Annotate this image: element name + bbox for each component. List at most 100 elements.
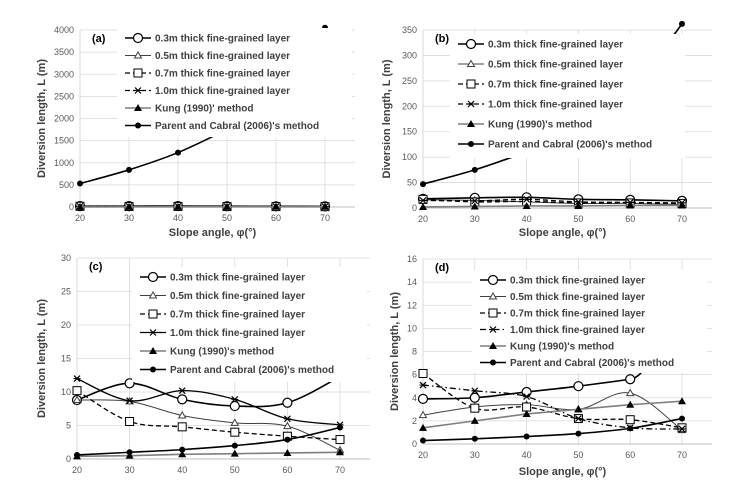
legend-label: 0.3m thick fine-grained layer (510, 276, 645, 287)
y-tick-label: 20 (61, 320, 71, 330)
data-point (179, 447, 185, 453)
data-point (523, 403, 531, 411)
x-axis-label: Slope angle, φ(°) (519, 227, 607, 239)
x-tick-label: 70 (335, 465, 345, 475)
x-tick-label: 70 (677, 450, 687, 460)
y-tick-label: 500 (59, 180, 74, 190)
legend-label: Kung (1990)' method (155, 104, 254, 115)
data-point (626, 416, 634, 424)
series-3 (73, 387, 344, 444)
x-tick-label: 70 (677, 214, 687, 224)
legend-label: 0.3m thick fine-grained layer (488, 40, 623, 51)
y-tick-label: 0 (412, 439, 417, 449)
y-tick-label: 200 (402, 101, 417, 111)
data-point (284, 437, 290, 443)
legend-label: Parent and Cabral (2006)'s method (488, 140, 652, 151)
x-tick-label: 40 (522, 450, 532, 460)
data-point (419, 394, 428, 403)
series-line (423, 373, 682, 427)
y-tick-label: 0 (412, 203, 417, 213)
legend-label: 0.5m thick fine-grained layer (155, 51, 290, 62)
x-tick-label: 20 (75, 213, 85, 223)
legend-label: 1.0m thick fine-grained layer (488, 100, 623, 111)
x-tick-label: 20 (72, 465, 82, 475)
legend-label: Kung (1990)'s method (488, 120, 592, 131)
legend-label: 0.7m thick fine-grained layer (155, 69, 290, 80)
data-point (126, 167, 132, 173)
y-axis-label: Diversion length, L (m) (36, 299, 48, 418)
x-tick-label: 20 (418, 214, 428, 224)
legend-label: Kung (1990)'s method (170, 347, 274, 358)
data-point (232, 443, 238, 449)
x-tick-label: 40 (522, 214, 532, 224)
legend-label: 1.0m thick fine-grained layer (510, 325, 645, 336)
y-tick-label: 2000 (54, 114, 74, 124)
data-point (336, 436, 344, 444)
y-tick-label: 10 (61, 387, 71, 397)
data-point (420, 181, 426, 187)
legend-marker (134, 69, 142, 77)
data-point (574, 382, 583, 391)
panel-label: (d) (435, 262, 449, 274)
legend-item: Parent and Cabral (2006)'s method (480, 358, 674, 369)
x-tick-label: 50 (573, 214, 583, 224)
legend-label: Kung (1990)'s method (510, 342, 614, 353)
data-point (77, 181, 83, 187)
y-tick-label: 25 (61, 287, 71, 297)
legend-marker (134, 34, 143, 43)
y-tick-label: 1500 (54, 136, 74, 146)
legend-label: 0.5m thick fine-grained layer (510, 292, 645, 303)
x-tick-label: 60 (282, 465, 292, 475)
data-point (337, 425, 343, 431)
data-point (524, 433, 530, 439)
legend-item: Parent and Cabral (2006)'s method (458, 140, 652, 151)
y-tick-label: 4000 (54, 25, 74, 35)
x-tick-label: 50 (222, 213, 232, 223)
data-point (178, 395, 187, 404)
x-axis-label: Slope angle, φ(°) (519, 466, 607, 478)
y-tick-label: 4 (412, 393, 417, 403)
data-point (230, 402, 239, 411)
y-tick-label: 14 (407, 277, 417, 287)
data-point (420, 438, 426, 444)
series-line (80, 130, 227, 184)
y-tick-label: 0 (66, 454, 71, 464)
y-tick-label: 300 (402, 50, 417, 60)
x-tick-label: 50 (573, 450, 583, 460)
x-tick-label: 60 (625, 450, 635, 460)
y-tick-label: 3000 (54, 69, 74, 79)
x-tick-label: 70 (320, 213, 330, 223)
data-point (472, 167, 478, 173)
series-line (423, 205, 682, 207)
y-tick-label: 3500 (54, 47, 74, 57)
data-point (575, 431, 581, 437)
panel-label: (a) (92, 33, 106, 45)
legend-marker (150, 367, 156, 373)
legend-marker (489, 276, 498, 285)
x-tick-label: 20 (418, 450, 428, 460)
legend-label: Parent and Cabral (2006)'s method (155, 121, 319, 132)
y-axis-label: Diversion length, L (m) (381, 59, 393, 178)
series-line (423, 401, 682, 428)
y-tick-label: 8 (412, 347, 417, 357)
series-line (77, 428, 340, 455)
y-tick-label: 15 (61, 354, 71, 364)
legend-marker (149, 310, 157, 318)
x-tick-label: 40 (173, 213, 183, 223)
legend-label: 0.7m thick fine-grained layer (510, 309, 645, 320)
legend-marker (468, 141, 474, 147)
data-point (73, 387, 81, 395)
legend-marker (490, 360, 496, 366)
legend-label: 0.5m thick fine-grained layer (488, 60, 623, 71)
x-tick-label: 60 (625, 214, 635, 224)
y-tick-label: 350 (402, 25, 417, 35)
series-2 (74, 397, 344, 453)
y-tick-label: 10 (407, 323, 417, 333)
data-point (231, 428, 239, 436)
legend: 0.3m thick fine-grained layer 0.5m thick … (472, 270, 707, 373)
legend-marker (467, 80, 475, 88)
series-6 (420, 416, 685, 444)
